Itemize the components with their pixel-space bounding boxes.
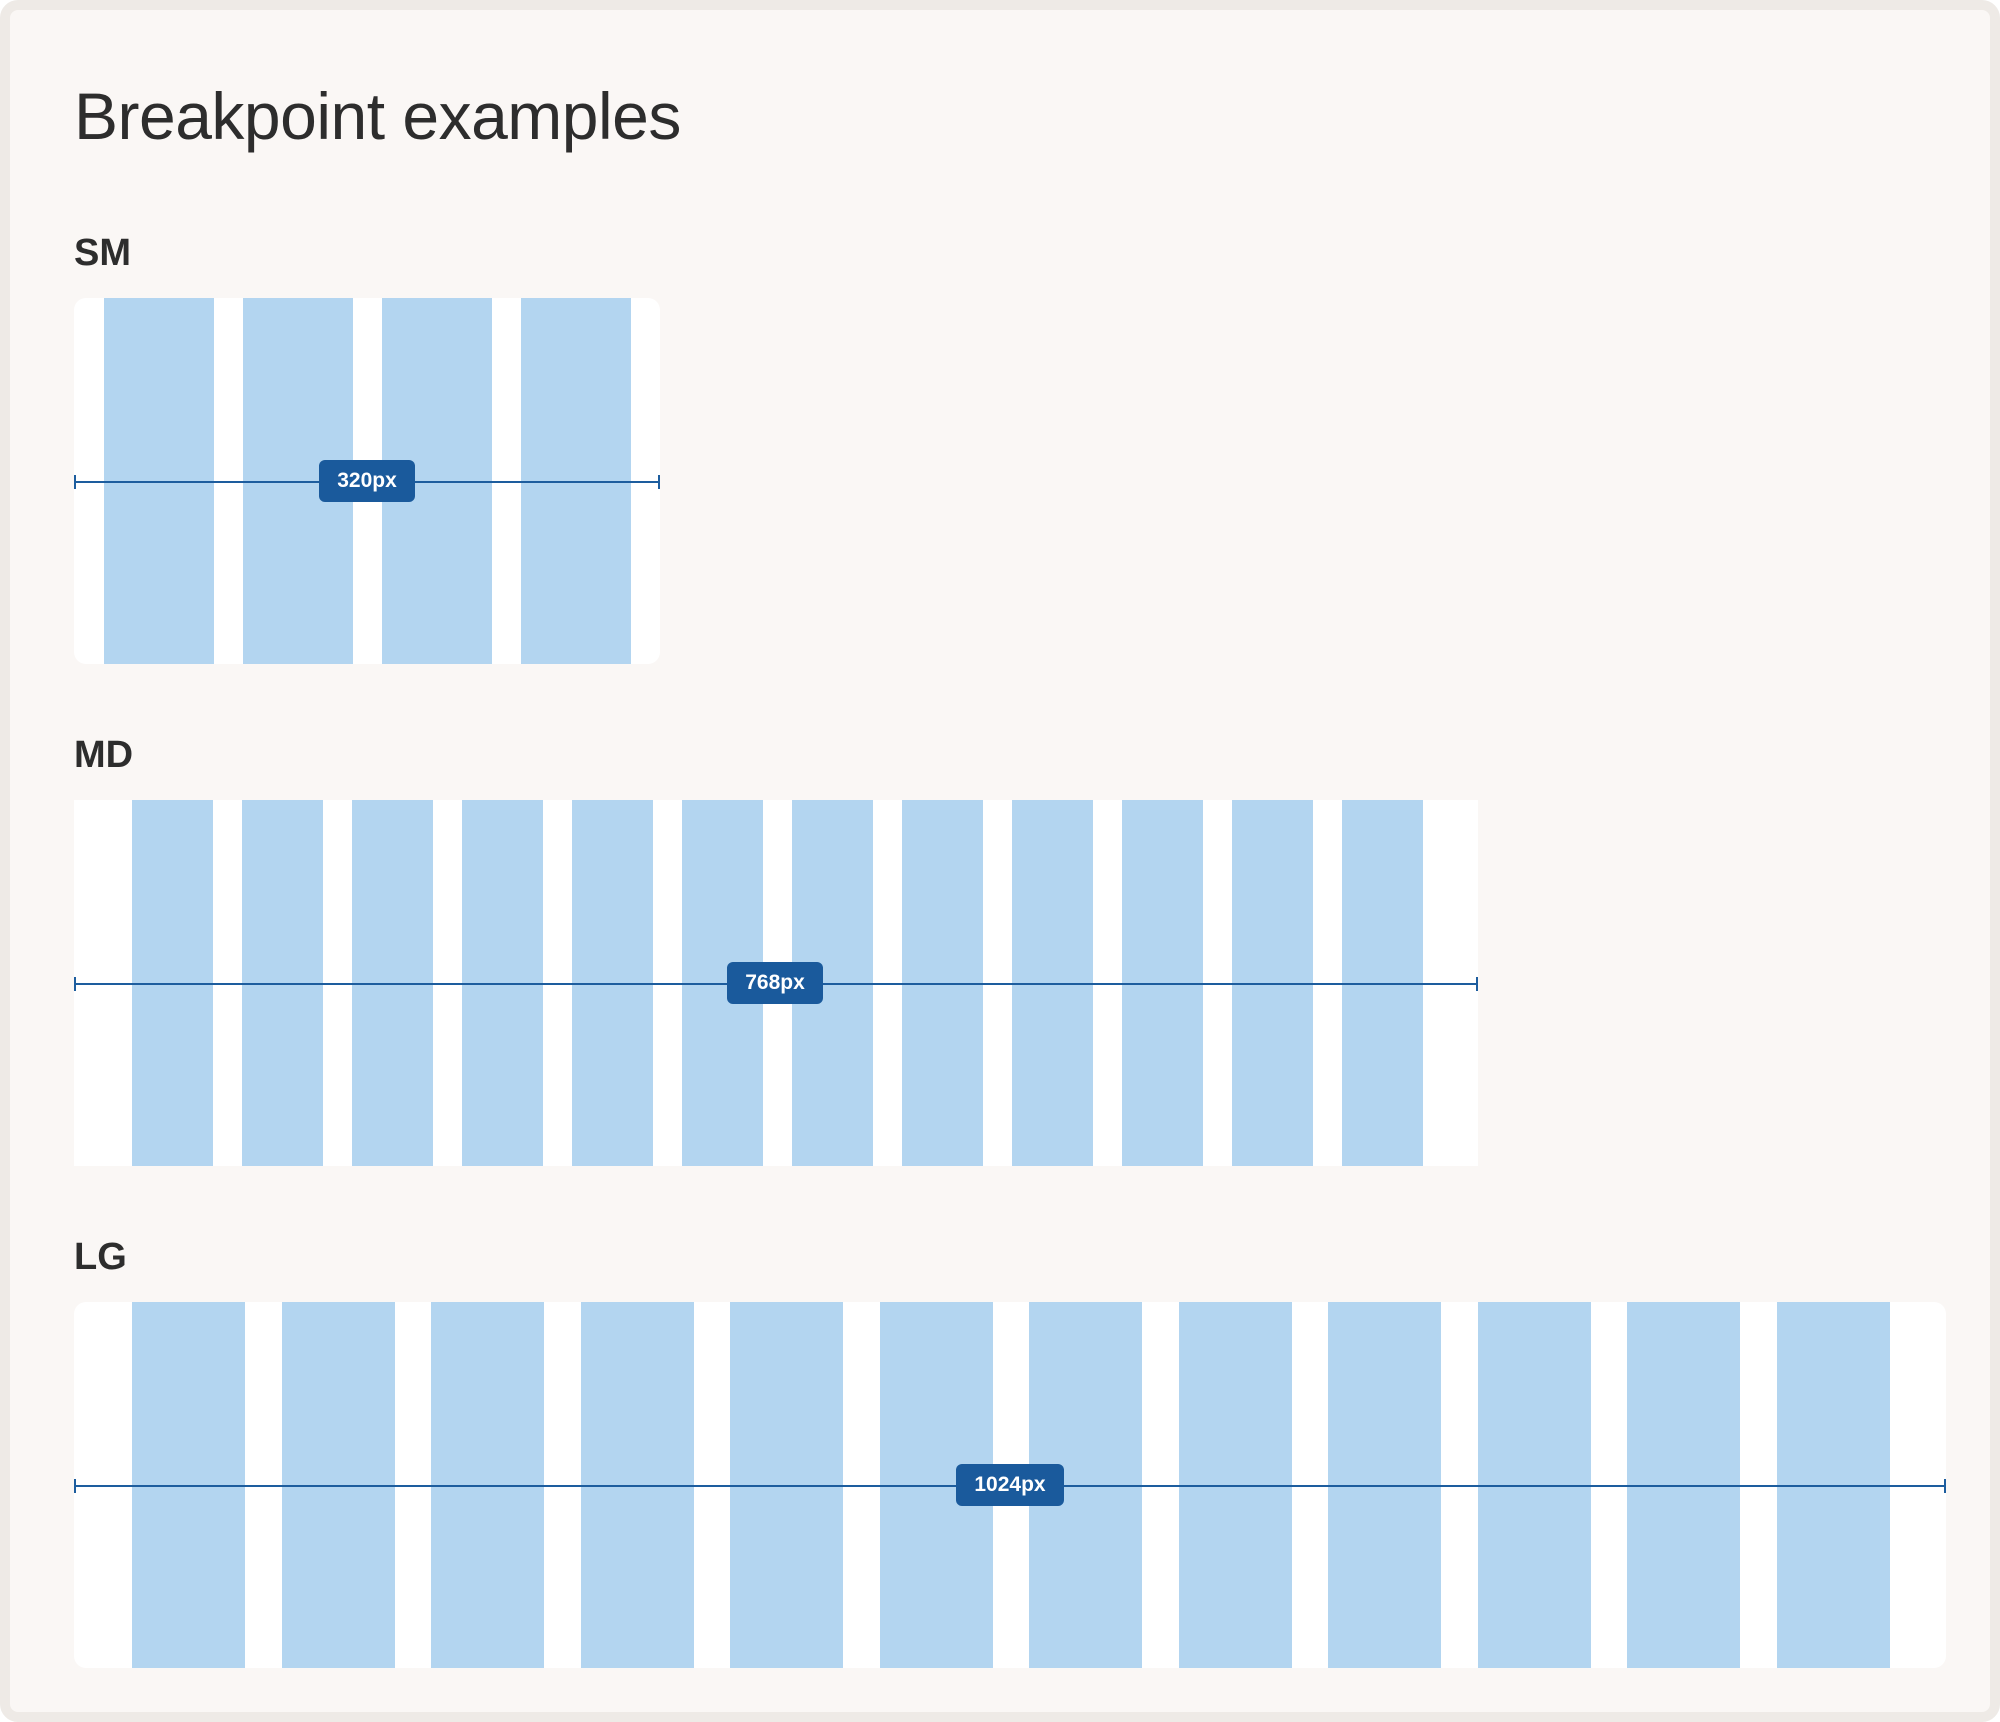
breakpoint-sm-label: SM — [74, 232, 131, 274]
breakpoint-md-grid: 768px — [74, 800, 1478, 1166]
page-title: Breakpoint examples — [74, 79, 681, 153]
breakpoint-lg-label: LG — [74, 1236, 127, 1278]
measure-end-tick — [1944, 1479, 1946, 1493]
measure-end-tick — [1476, 977, 1478, 991]
measure-end-tick — [658, 475, 660, 489]
width-badge: 320px — [319, 460, 415, 502]
measure-start-tick — [74, 475, 76, 489]
breakpoint-lg-grid: 1024px — [74, 1302, 1946, 1668]
measure-start-tick — [74, 1479, 76, 1493]
breakpoint-sm-grid: 320px — [74, 298, 660, 664]
breakpoint-md-label: MD — [74, 734, 134, 776]
measure-start-tick — [74, 977, 76, 991]
width-badge: 768px — [727, 962, 823, 1004]
width-badge: 1024px — [956, 1464, 1064, 1506]
